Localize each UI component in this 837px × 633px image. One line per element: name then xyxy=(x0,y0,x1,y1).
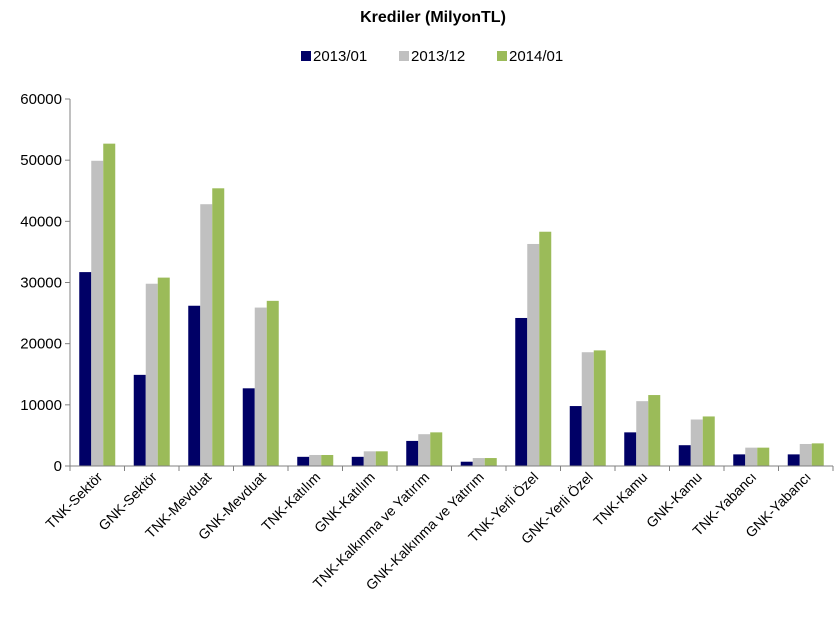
legend-swatch xyxy=(301,51,311,61)
bar xyxy=(484,458,497,466)
bar xyxy=(297,456,310,466)
bar xyxy=(624,432,637,466)
bar xyxy=(254,307,267,466)
bar xyxy=(145,283,158,466)
bar xyxy=(787,454,800,466)
bar xyxy=(430,432,443,466)
bar xyxy=(745,447,758,466)
y-tick-label: 40000 xyxy=(20,213,62,230)
bar xyxy=(648,395,661,466)
bar xyxy=(321,454,334,466)
bar xyxy=(460,461,473,466)
x-tick-label: TNK-Kamu xyxy=(590,469,650,529)
bar xyxy=(527,243,540,466)
bar xyxy=(690,419,703,466)
y-tick-label: 30000 xyxy=(20,275,62,292)
y-tick-label: 60000 xyxy=(20,91,62,108)
bar xyxy=(200,204,213,466)
bar xyxy=(418,434,431,466)
bar xyxy=(188,305,201,466)
bar xyxy=(406,440,419,466)
bar xyxy=(678,445,691,466)
y-tick-label: 10000 xyxy=(20,397,62,414)
chart-title: Krediler (MilyonTL) xyxy=(360,9,506,26)
bar xyxy=(472,458,485,466)
bar xyxy=(811,443,824,466)
bar xyxy=(351,456,364,466)
bar xyxy=(799,443,812,466)
bar xyxy=(103,143,116,466)
bar xyxy=(375,451,388,466)
bar xyxy=(133,374,146,466)
bar xyxy=(539,231,552,466)
legend-label: 2014/01 xyxy=(509,48,563,65)
bar xyxy=(702,416,715,466)
bar xyxy=(212,188,225,466)
legend: 2013/01 2013/12 2014/01 xyxy=(301,48,563,65)
bar xyxy=(593,350,606,466)
bar xyxy=(79,272,92,466)
bar xyxy=(733,454,746,466)
legend-swatch xyxy=(399,51,409,61)
bar xyxy=(266,300,279,466)
x-axis: TNK-SektörGNK-SektörTNK-MevduatGNK-Mevdu… xyxy=(42,465,834,593)
bar xyxy=(363,451,376,466)
bar xyxy=(515,317,528,466)
bar xyxy=(91,160,104,467)
bar xyxy=(569,406,582,466)
legend-label: 2013/01 xyxy=(313,48,367,65)
bar xyxy=(757,447,770,466)
bar xyxy=(581,352,594,466)
legend-swatch xyxy=(497,51,507,61)
y-tick-label: 0 xyxy=(54,458,62,475)
legend-label: 2013/12 xyxy=(411,48,465,65)
bars xyxy=(79,143,824,467)
bar xyxy=(157,277,170,466)
bar xyxy=(309,454,322,466)
y-tick-label: 20000 xyxy=(20,336,62,353)
bar xyxy=(242,388,255,466)
y-axis: 0 10000 20000 30000 40000 50000 60000 xyxy=(20,91,71,475)
y-tick-label: 50000 xyxy=(20,152,62,169)
bar xyxy=(636,401,649,466)
